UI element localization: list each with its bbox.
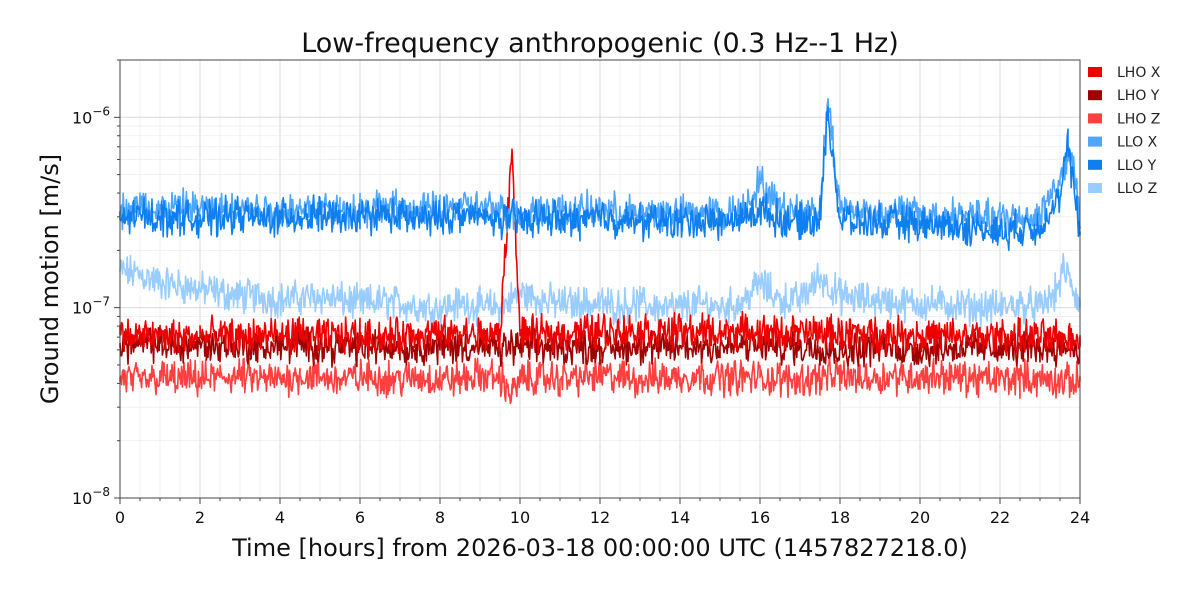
series-line-lho-y <box>119 324 1081 368</box>
plot-area <box>119 98 1081 405</box>
legend-swatch <box>1088 67 1102 77</box>
series-line-llo-y <box>119 106 1081 252</box>
legend-label: LHO Y <box>1117 88 1160 104</box>
legend: LHO X LHO Y LHO Z LLO X LLO Y LLO Z <box>1088 65 1161 197</box>
y-axis-label: Ground motion [m/s] <box>36 154 64 404</box>
x-tick-label: 2 <box>195 508 205 527</box>
legend-swatch <box>1088 90 1102 101</box>
y-tick-label: 10−7 <box>72 295 110 318</box>
x-tick-label: 24 <box>1070 508 1090 527</box>
x-tick-label: 14 <box>670 508 690 527</box>
series-line-lho-z <box>119 355 1081 405</box>
y-tick-label: 10−8 <box>72 485 110 508</box>
legend-label: LHO Z <box>1117 111 1160 127</box>
grid <box>119 59 1081 499</box>
series-line-lho-x <box>119 148 1081 358</box>
x-tick-label: 0 <box>115 508 125 527</box>
x-tick-label: 18 <box>830 508 850 527</box>
legend-swatch <box>1088 159 1102 170</box>
legend-label: LLO Y <box>1117 158 1157 174</box>
legend-label: LLO Z <box>1117 181 1157 197</box>
legend-swatch <box>1088 113 1102 124</box>
series-line-llo-z <box>119 252 1081 329</box>
x-axis-label: Time [hours] from 2026-03-18 00:00:00 UT… <box>231 534 968 562</box>
legend-label: LLO X <box>1117 135 1158 151</box>
x-tick-label: 22 <box>990 508 1010 527</box>
x-tick-label: 4 <box>275 508 285 527</box>
y-tick-label: 10−6 <box>72 104 110 127</box>
x-tick-label: 8 <box>435 508 445 527</box>
x-tick-label: 12 <box>590 508 610 527</box>
y-axis: 10−8 10−7 10−6 <box>72 59 120 508</box>
x-tick-label: 16 <box>750 508 770 527</box>
legend-label: LHO X <box>1117 65 1161 81</box>
x-axis: 0 2 4 6 8 10 12 14 16 18 20 22 24 <box>115 498 1090 527</box>
x-tick-label: 10 <box>510 508 530 527</box>
chart-title: Low-frequency anthropogenic (0.3 Hz--1 H… <box>301 28 899 59</box>
legend-swatch <box>1088 183 1102 193</box>
x-tick-label: 20 <box>910 508 930 527</box>
legend-swatch <box>1088 136 1102 147</box>
x-tick-label: 6 <box>355 508 365 527</box>
